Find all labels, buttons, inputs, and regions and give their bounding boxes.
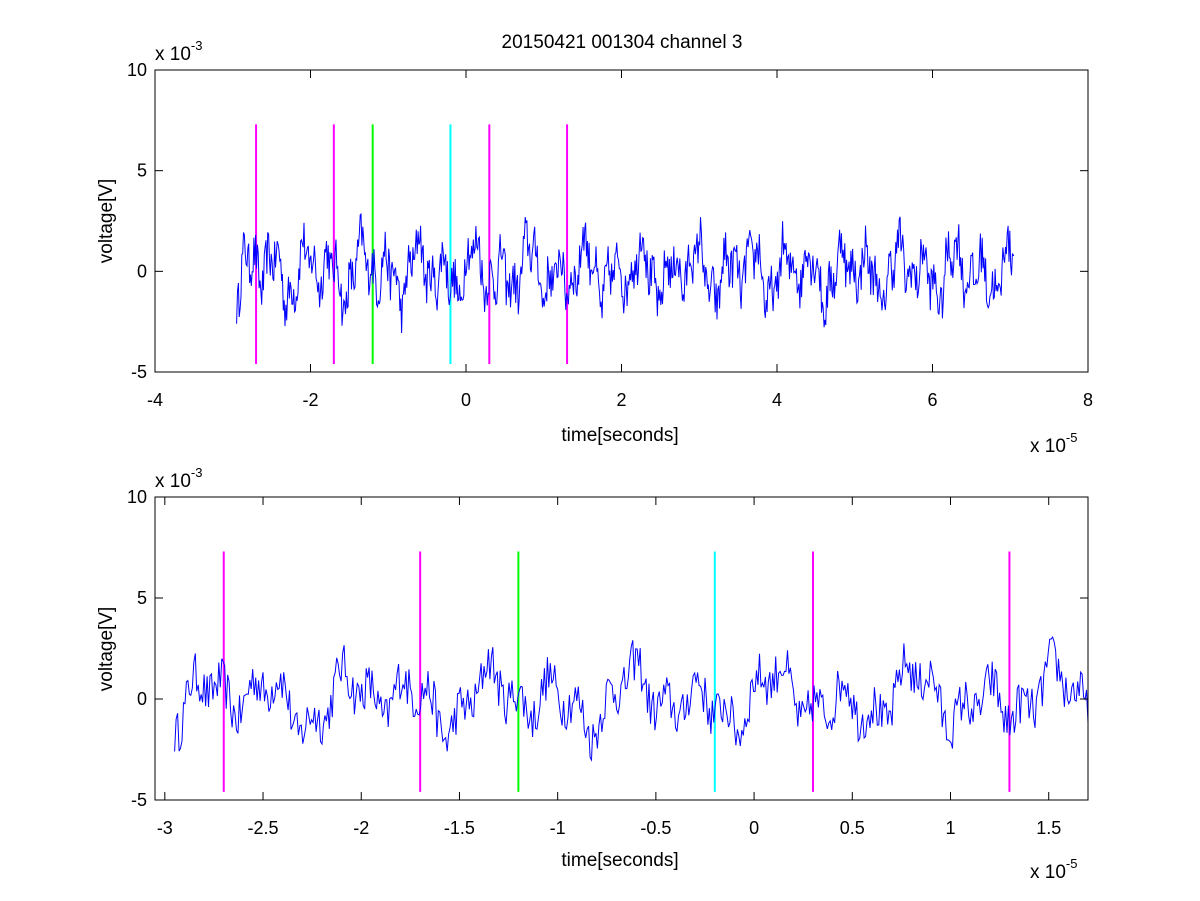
x-tick-label: -0.5 <box>640 818 671 838</box>
bottom-axes-box <box>154 496 1089 801</box>
x-tick-label: -3 <box>157 818 173 838</box>
y-tick-label: 10 <box>127 60 147 80</box>
bottom-x-multiplier: x 10-5 <box>1030 856 1077 883</box>
top-y-multiplier: x 10-3 <box>155 38 202 65</box>
x-tick-label: 0 <box>749 818 759 838</box>
x-tick-label: -1 <box>550 818 566 838</box>
x-tick-label: -2 <box>302 390 318 410</box>
top-x-multiplier: x 10-5 <box>1030 430 1077 457</box>
x-tick-label: 1 <box>945 818 955 838</box>
bottom-y-multiplier: x 10-3 <box>155 465 202 492</box>
bottom-marker-lines <box>222 551 1011 792</box>
bottom-axes: -3 -2.5 -2 -1.5 -1 -0.5 0 0.5 1 1.5 -5 0 5 10 time[se… <box>96 465 1089 883</box>
y-tick-label: -5 <box>131 790 147 810</box>
y-tick-label: 5 <box>137 161 147 181</box>
x-tick-label: -2.5 <box>248 818 279 838</box>
y-tick-label: 10 <box>127 487 147 507</box>
top-signal-trace <box>236 212 1015 334</box>
bottom-x-axis-label: time[seconds] <box>561 850 678 871</box>
top-x-axis-label: time[seconds] <box>561 425 678 446</box>
x-tick-label: -4 <box>147 390 163 410</box>
top-marker-lines <box>255 124 569 364</box>
top-y-axis-label: voltage[V] <box>96 179 117 264</box>
x-tick-label: 0.5 <box>840 818 865 838</box>
y-tick-label: 0 <box>137 261 147 281</box>
bottom-signal-trace <box>174 636 1089 762</box>
bottom-ticks: -3 -2.5 -2 -1.5 -1 -0.5 0 0.5 1 1.5 -5 0 5 10 <box>127 487 1088 838</box>
top-ticks: -4 -2 0 2 4 6 8 -5 0 5 10 <box>127 60 1093 410</box>
x-tick-label: -2 <box>353 818 369 838</box>
x-tick-label: 0 <box>461 390 471 410</box>
y-tick-label: -5 <box>131 362 147 382</box>
bottom-y-axis-label: voltage[V] <box>96 607 117 692</box>
x-tick-label: -1.5 <box>444 818 475 838</box>
x-tick-label: 2 <box>616 390 626 410</box>
x-tick-label: 6 <box>927 390 937 410</box>
top-axes: -4 -2 0 2 4 6 8 -5 0 5 10 time[seconds] voltage[V]… <box>96 38 1093 457</box>
y-tick-label: 0 <box>137 689 147 709</box>
x-tick-label: 8 <box>1083 390 1093 410</box>
top-axes-box <box>154 69 1089 373</box>
x-tick-label: 1.5 <box>1036 818 1061 838</box>
x-tick-label: 4 <box>772 390 782 410</box>
y-tick-label: 5 <box>137 588 147 608</box>
chart-title: 20150421 001304 channel 3 <box>502 32 743 53</box>
